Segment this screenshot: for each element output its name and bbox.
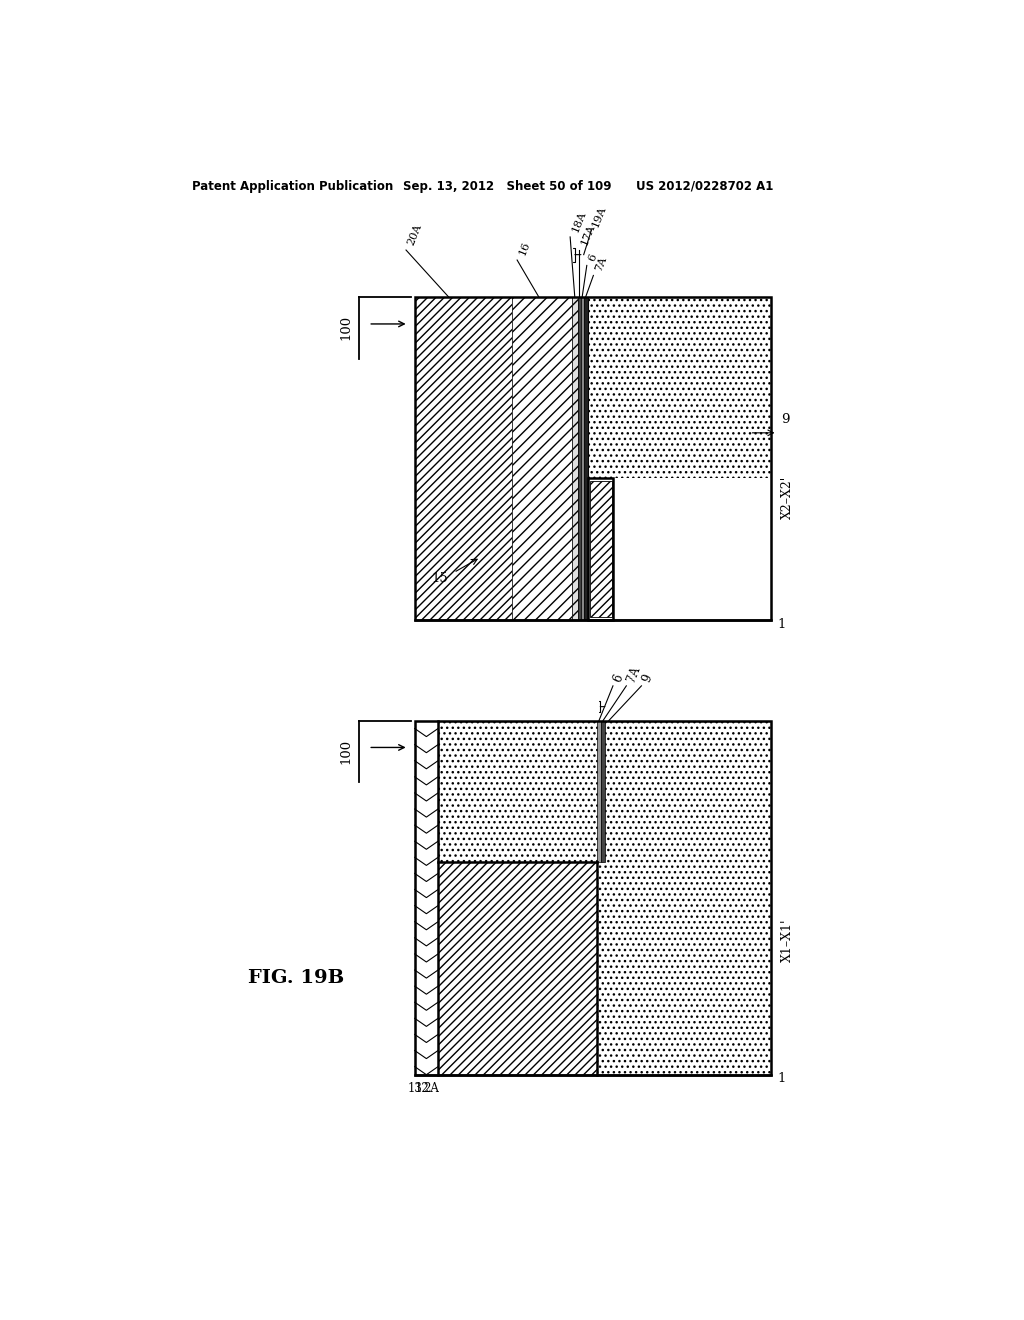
Text: 17A: 17A xyxy=(579,223,597,247)
Bar xyxy=(584,297,588,620)
Bar xyxy=(415,297,512,620)
Text: 100: 100 xyxy=(340,315,352,341)
Bar xyxy=(438,862,597,1074)
Text: 6: 6 xyxy=(587,252,599,263)
Bar xyxy=(415,297,771,620)
Text: 100: 100 xyxy=(340,739,352,764)
Text: 9: 9 xyxy=(640,672,654,684)
Text: X1–X1': X1–X1' xyxy=(781,919,795,962)
Bar xyxy=(589,478,613,620)
Text: 19A: 19A xyxy=(590,205,607,228)
Text: US 2012/0228702 A1: US 2012/0228702 A1 xyxy=(636,180,773,193)
Bar xyxy=(589,478,613,620)
Bar xyxy=(590,480,611,618)
Text: Patent Application Publication: Patent Application Publication xyxy=(191,180,393,193)
Bar xyxy=(415,721,438,1074)
Text: Sep. 13, 2012   Sheet 50 of 109: Sep. 13, 2012 Sheet 50 of 109 xyxy=(403,180,611,193)
Text: 7A: 7A xyxy=(593,255,608,272)
Bar xyxy=(588,297,771,620)
Bar xyxy=(613,478,771,620)
Text: 15: 15 xyxy=(432,572,449,585)
Text: 13: 13 xyxy=(409,1082,423,1096)
Text: 16: 16 xyxy=(517,240,531,257)
Text: 2A: 2A xyxy=(423,1082,439,1096)
Bar xyxy=(512,297,572,620)
Text: 18A: 18A xyxy=(570,210,588,234)
Bar xyxy=(601,721,605,862)
Text: FIG. 19B: FIG. 19B xyxy=(248,969,344,987)
Text: 12: 12 xyxy=(415,1082,430,1096)
Bar xyxy=(438,721,771,1074)
Text: 7A: 7A xyxy=(625,664,643,684)
Bar xyxy=(572,297,578,620)
Text: 20A: 20A xyxy=(407,223,424,247)
Text: 1: 1 xyxy=(777,618,785,631)
Text: 1: 1 xyxy=(777,1072,785,1085)
Bar xyxy=(597,721,601,862)
Text: 9: 9 xyxy=(781,413,790,426)
Bar xyxy=(581,297,584,620)
Bar xyxy=(415,721,771,1074)
Bar xyxy=(578,297,581,620)
Text: X2–X2': X2–X2' xyxy=(781,477,795,519)
Text: 6: 6 xyxy=(611,672,627,684)
